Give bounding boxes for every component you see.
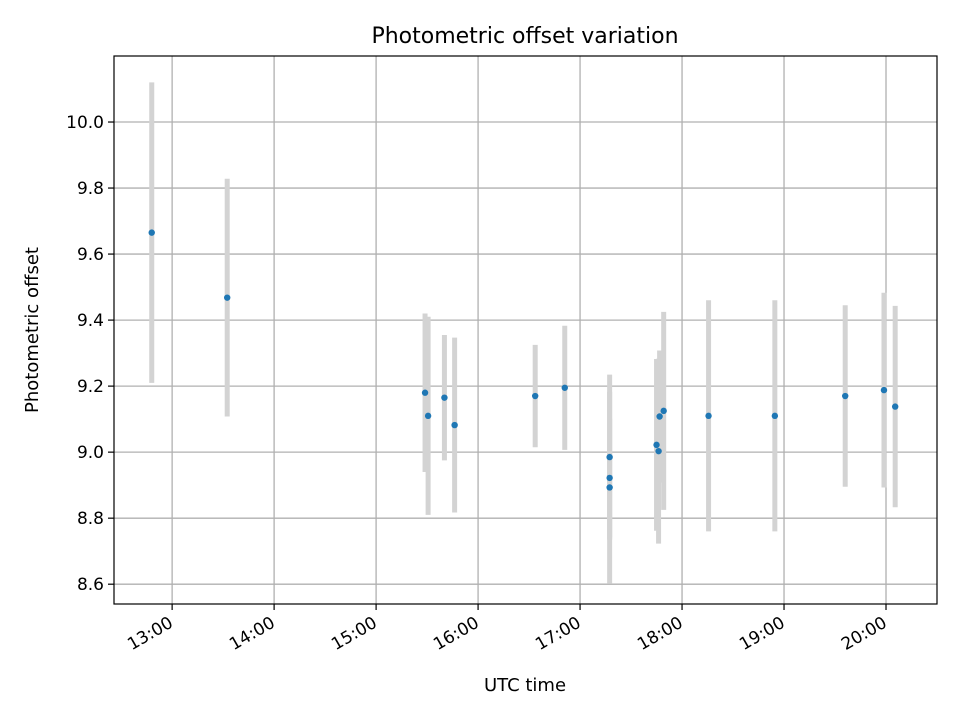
- data-point: [660, 407, 667, 415]
- y-axis: 8.6 8.8 9.0 9.2 9.4 9.6 9.8 10.0: [66, 113, 114, 595]
- data-point: [531, 392, 539, 400]
- data-point: [224, 294, 231, 301]
- y-axis-label: Photometric offset: [22, 247, 43, 413]
- y-tick-label: 9.0: [77, 443, 104, 463]
- data-point: [655, 447, 662, 455]
- data-point: [441, 394, 448, 401]
- data-point: [771, 412, 779, 420]
- y-tick-label: 9.6: [77, 245, 104, 265]
- data-point: [705, 412, 712, 420]
- data-point: [880, 386, 888, 394]
- chart-title: Photometric offset variation: [371, 24, 678, 49]
- y-tick-label: 8.6: [77, 575, 104, 595]
- y-tick-label: 9.8: [77, 179, 104, 199]
- y-tick-label: 9.4: [77, 311, 104, 331]
- y-tick-label: 10.0: [66, 113, 104, 133]
- data-point: [424, 412, 432, 420]
- data-point: [606, 484, 613, 491]
- plot-frame: [113, 55, 938, 605]
- x-axis-label: UTC time: [484, 675, 566, 696]
- data-points: [148, 229, 899, 491]
- data-point: [653, 441, 660, 449]
- y-tick-label: 8.8: [77, 509, 104, 529]
- data-point: [842, 392, 849, 400]
- y-tick-label: 9.2: [77, 377, 104, 397]
- grid: [114, 56, 937, 604]
- data-point: [421, 389, 429, 396]
- data-point: [891, 403, 899, 410]
- data-point: [606, 453, 613, 461]
- data-point: [451, 421, 458, 429]
- data-point: [561, 384, 568, 391]
- data-point: [656, 413, 663, 420]
- data-point: [148, 229, 155, 236]
- data-point: [606, 474, 613, 482]
